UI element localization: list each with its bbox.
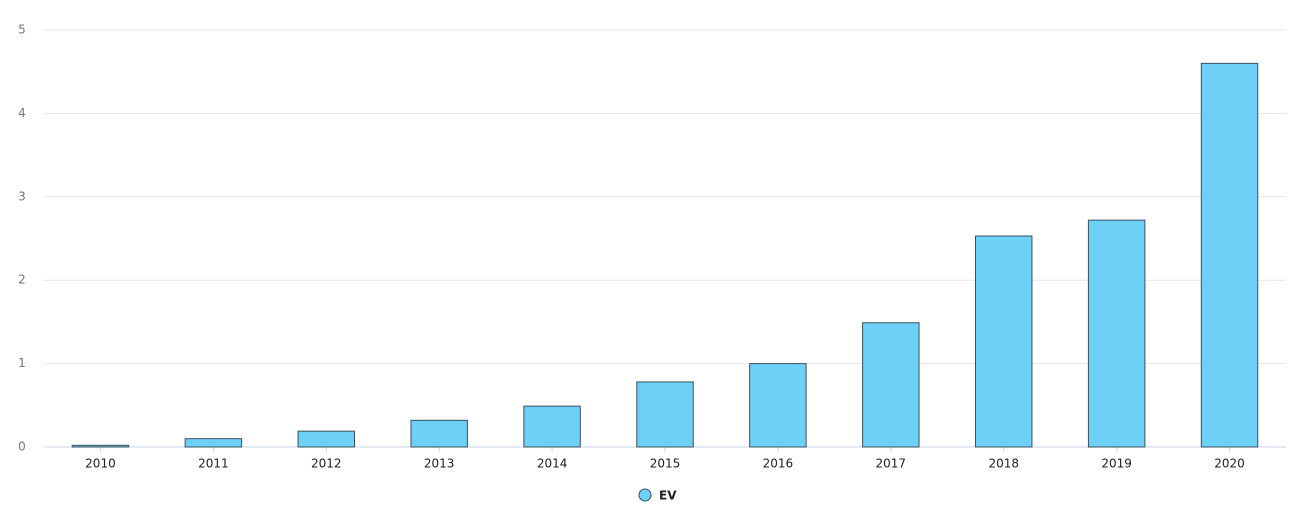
- y-tick-label: 5: [18, 23, 26, 37]
- y-tick-label: 4: [18, 106, 26, 120]
- bar: [862, 322, 920, 448]
- y-tick-label: 2: [18, 273, 26, 287]
- legend-marker: [638, 488, 652, 502]
- bar: [410, 419, 468, 448]
- bar: [1200, 62, 1259, 448]
- bar: [523, 405, 581, 448]
- x-tick-label: 2016: [763, 457, 794, 471]
- bar: [749, 363, 807, 448]
- legend-label: EV: [659, 489, 677, 503]
- x-tick-label: 2019: [1101, 457, 1132, 471]
- x-tick-label: 2011: [198, 457, 229, 471]
- bar: [1087, 219, 1146, 448]
- x-tick-label: 2017: [876, 457, 907, 471]
- x-tick-label: 2014: [537, 457, 568, 471]
- x-tick-label: 2018: [988, 457, 1019, 471]
- x-tick-label: 2020: [1214, 457, 1245, 471]
- bar: [636, 381, 694, 448]
- x-tick-label: 2010: [85, 457, 116, 471]
- y-tick-label: 1: [18, 356, 26, 370]
- y-tick-label: 0: [18, 440, 26, 454]
- y-tick-label: 3: [18, 189, 26, 203]
- bar: [184, 438, 243, 448]
- bar: [71, 444, 130, 448]
- bar: [975, 235, 1033, 448]
- x-tick-label: 2013: [424, 457, 455, 471]
- x-tick-label: 2012: [311, 457, 342, 471]
- x-tick-label: 2015: [650, 457, 681, 471]
- bar: [297, 430, 355, 448]
